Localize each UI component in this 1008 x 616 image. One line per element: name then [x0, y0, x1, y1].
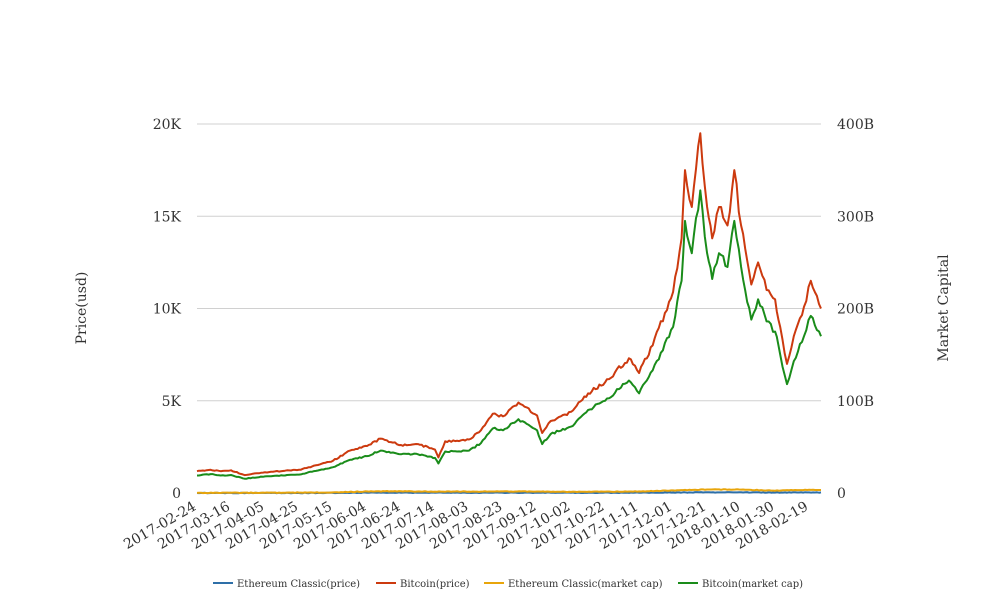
x-axis-ticks: 2017-02-242017-03-162017-04-052017-04-25…: [121, 499, 811, 553]
series-line-1: [196, 132, 822, 477]
right-tick-label: 400B: [837, 117, 874, 133]
legend-label: Ethereum Classic(market cap): [508, 579, 663, 590]
right-tick-label: 200B: [837, 302, 874, 318]
gridlines: [197, 123, 821, 494]
right-tick-label: 300B: [837, 209, 874, 225]
series-line-2: [196, 488, 821, 495]
legend-label: Bitcoin(price): [400, 579, 470, 590]
left-axis-title: Price(usd): [74, 272, 90, 345]
legend-item[interactable]: Bitcoin(market cap): [678, 579, 803, 590]
left-tick-label: 15K: [153, 209, 182, 225]
right-tick-label: 0: [837, 486, 846, 502]
left-tick-label: 20K: [153, 117, 182, 133]
series-lines: [196, 132, 822, 495]
legend-label: Ethereum Classic(price): [237, 579, 360, 590]
legend-item[interactable]: Ethereum Classic(price): [213, 579, 360, 590]
legend[interactable]: Ethereum Classic(price) Bitcoin(price) Eth…: [213, 579, 803, 590]
right-tick-label: 100B: [837, 394, 874, 410]
left-tick-label: 5K: [162, 394, 182, 410]
right-axis-ticks: 0 100B 200B 300B 400B: [837, 117, 874, 502]
right-axis-title: Market Capital: [936, 254, 952, 362]
left-axis-ticks: 0 5K 10K 15K 20K: [153, 117, 182, 502]
left-tick-label: 10K: [153, 302, 182, 318]
series-line-3: [197, 189, 822, 480]
left-tick-label: 0: [172, 486, 181, 502]
legend-item[interactable]: Bitcoin(price): [376, 579, 470, 590]
legend-item[interactable]: Ethereum Classic(market cap): [484, 579, 663, 590]
legend-label: Bitcoin(market cap): [702, 579, 803, 590]
